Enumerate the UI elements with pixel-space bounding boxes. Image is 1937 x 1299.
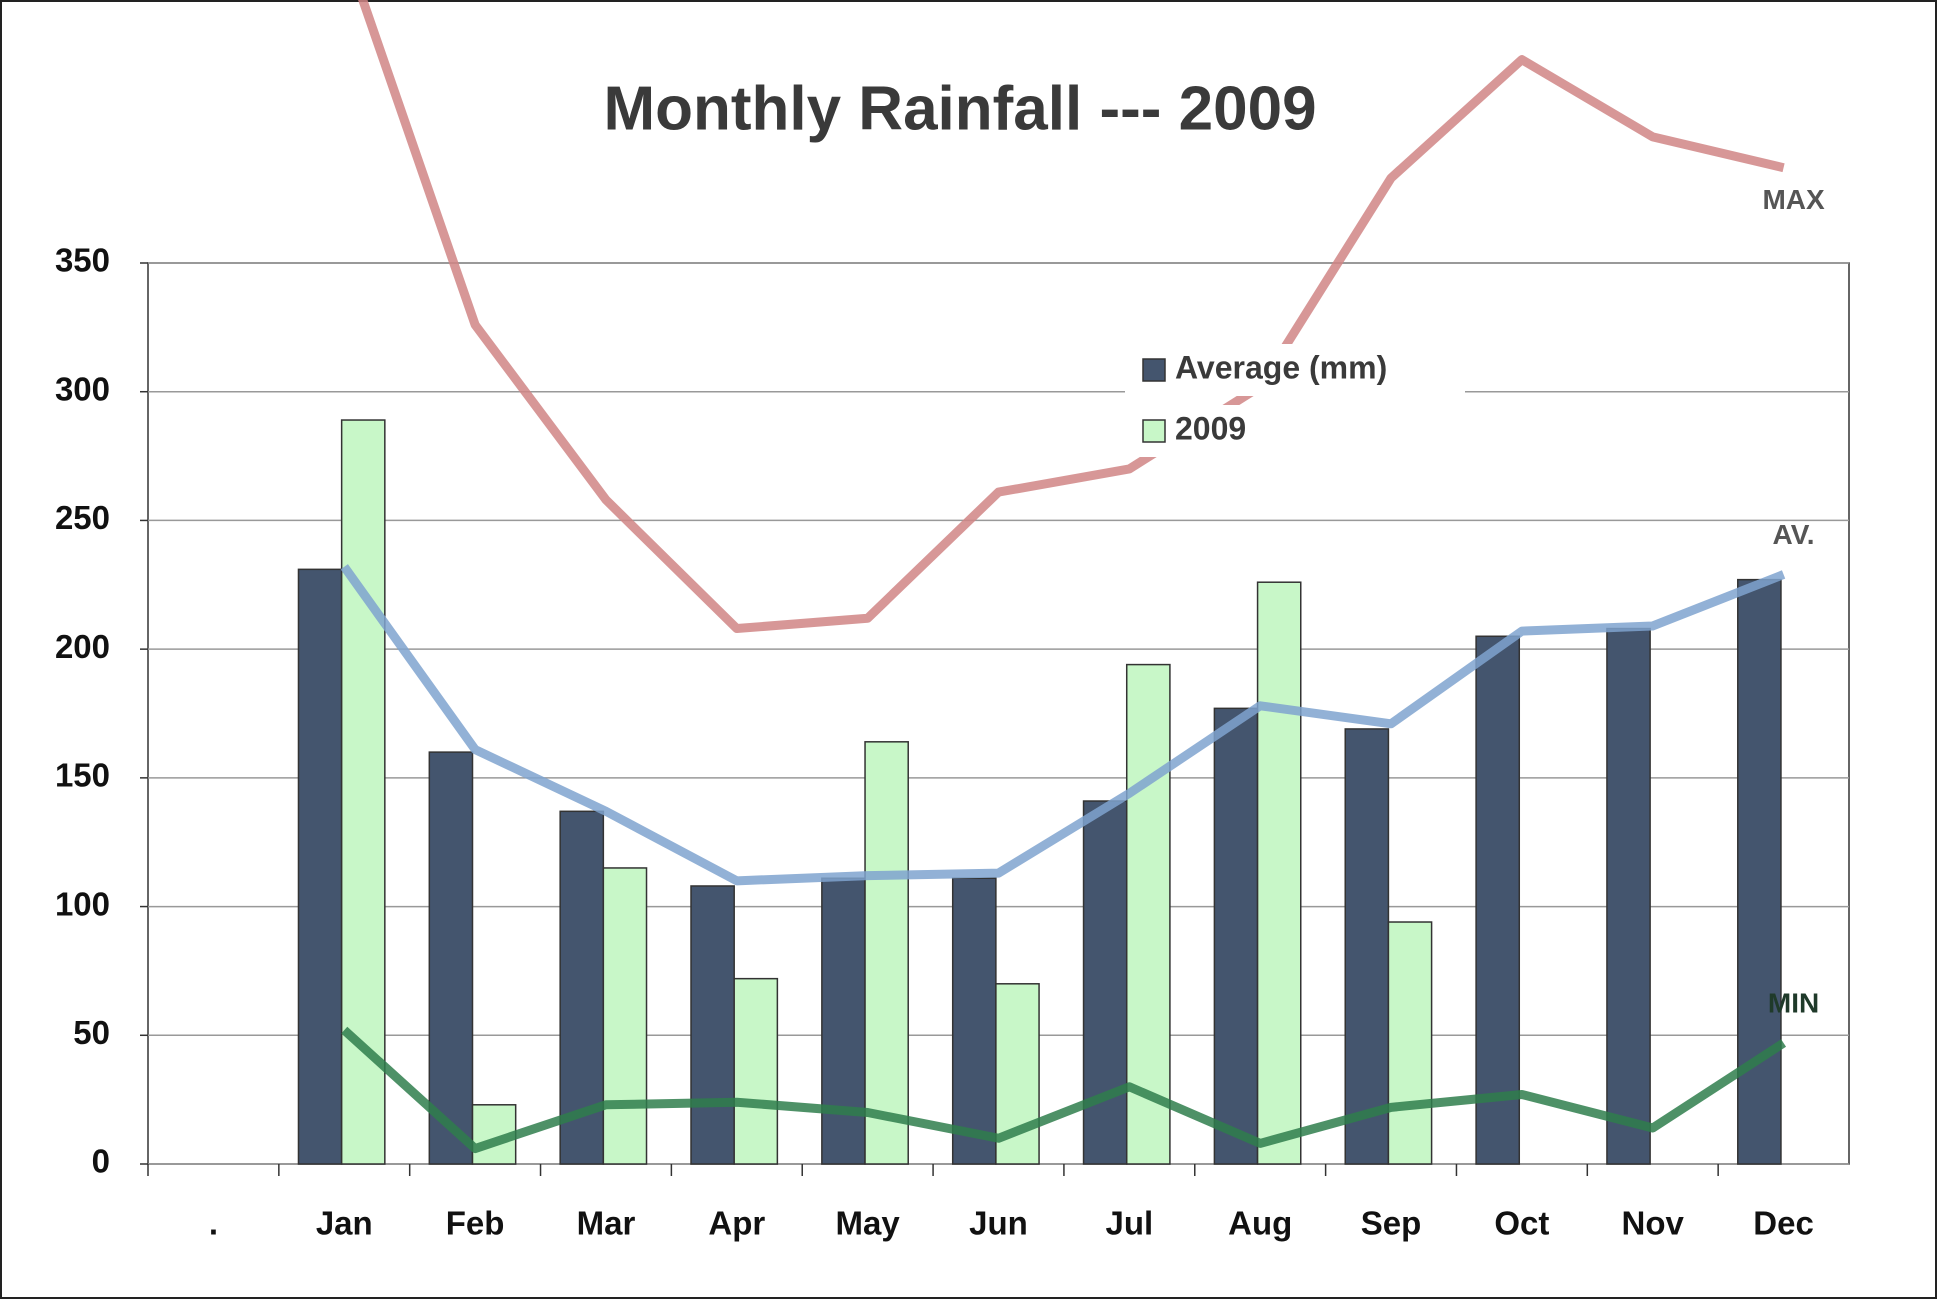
x-tick-label: Jun <box>969 1205 1028 1242</box>
x-tick-label: Jul <box>1106 1205 1154 1242</box>
x-tick-label: Sep <box>1361 1205 1422 1242</box>
bar <box>297 568 343 1165</box>
x-tick-label: Jan <box>316 1205 373 1242</box>
line-series <box>358 0 1785 634</box>
x-tick-label: Mar <box>577 1205 636 1242</box>
bar <box>1387 921 1433 1165</box>
y-tick-label: 250 <box>55 499 110 536</box>
bar <box>951 877 997 1165</box>
x-tick-label: . <box>209 1205 218 1242</box>
y-tick-label: 50 <box>73 1014 110 1051</box>
y-tick-label: 300 <box>55 370 110 407</box>
x-tick-label: Feb <box>446 1205 505 1242</box>
legend-label: Average (mm) <box>1175 349 1387 385</box>
series-label: MIN <box>1768 987 1819 1018</box>
bar <box>1213 707 1259 1165</box>
x-tick-label: May <box>836 1205 901 1242</box>
bar <box>1125 663 1171 1165</box>
bar <box>1475 635 1521 1165</box>
bar <box>428 751 474 1165</box>
legend-background <box>1125 405 1465 457</box>
bar <box>733 977 779 1165</box>
bar <box>1606 627 1651 1165</box>
bar <box>690 885 735 1165</box>
line-series <box>340 564 1786 886</box>
legend-background <box>1125 344 1465 396</box>
y-tick-label: 0 <box>92 1143 110 1180</box>
legend-label: 2009 <box>1175 410 1246 446</box>
bar <box>1256 581 1302 1165</box>
x-tick-label: Dec <box>1753 1205 1814 1242</box>
bar <box>602 867 648 1165</box>
x-tick-label: Apr <box>708 1205 765 1242</box>
series-label: MAX <box>1762 184 1825 215</box>
bar <box>1082 800 1128 1165</box>
series-label: AV. <box>1773 519 1815 550</box>
y-tick-label: 100 <box>55 885 110 922</box>
y-tick-label: 150 <box>55 757 110 794</box>
x-tick-label: Oct <box>1494 1205 1549 1242</box>
legend-swatch <box>1142 419 1166 443</box>
x-tick-label: Aug <box>1228 1205 1292 1242</box>
x-tick-label: Nov <box>1622 1205 1685 1242</box>
bar <box>821 877 866 1165</box>
line-series <box>341 1026 1787 1154</box>
y-tick-label: 200 <box>55 628 110 665</box>
y-tick-label: 350 <box>55 242 110 279</box>
chart-title: Monthly Rainfall --- 2009 <box>603 74 1316 143</box>
bar <box>864 741 909 1165</box>
bar <box>1344 728 1390 1165</box>
legend-swatch <box>1142 358 1166 382</box>
bar <box>1737 578 1782 1165</box>
